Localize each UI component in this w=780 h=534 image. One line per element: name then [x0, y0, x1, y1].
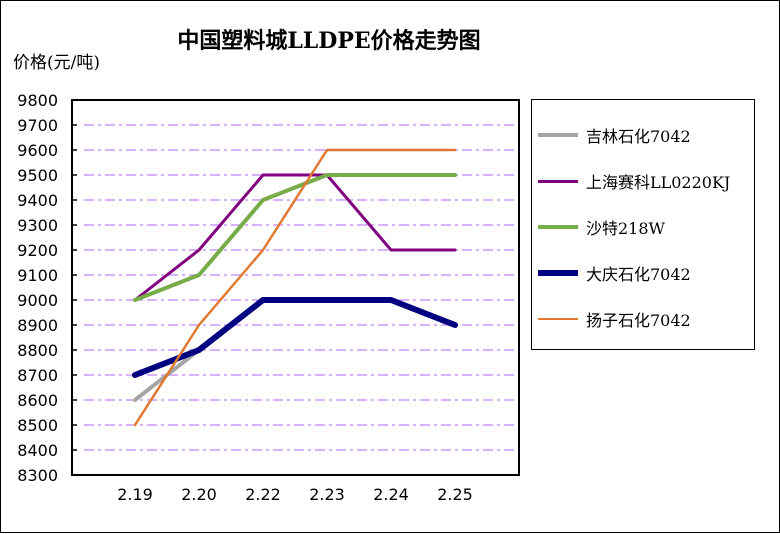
legend-swatch [538, 133, 578, 137]
y-tick-label: 9400 [17, 191, 58, 210]
legend-swatch [538, 180, 578, 183]
legend-swatch [538, 318, 578, 320]
legend: 吉林石化7042 上海赛科LL0220KJ 沙特218W 大庆石化7042 扬子石化70… [531, 99, 755, 350]
y-tick-label: 8700 [17, 366, 58, 385]
series-line-2 [135, 175, 455, 300]
y-tick-label: 9800 [17, 91, 58, 110]
y-tick-label: 8900 [17, 316, 58, 335]
x-tick-label: 2.23 [309, 485, 345, 504]
legend-item: 上海赛科LL0220KJ [538, 169, 730, 193]
legend-item: 沙特218W [538, 215, 665, 239]
legend-label: 大庆石化7042 [586, 261, 691, 285]
legend-label: 沙特218W [586, 215, 665, 239]
legend-item: 扬子石化7042 [538, 307, 691, 331]
legend-swatch [538, 225, 578, 229]
x-tick-label: 2.22 [245, 485, 281, 504]
legend-swatch [538, 270, 578, 276]
x-tick-label: 2.25 [437, 485, 473, 504]
legend-item: 大庆石化7042 [538, 261, 691, 285]
series-line-4 [135, 150, 455, 425]
legend-label: 吉林石化7042 [586, 123, 691, 147]
y-tick-label: 9300 [17, 216, 58, 235]
y-tick-label: 8800 [17, 341, 58, 360]
y-tick-label: 8600 [17, 391, 58, 410]
y-tick-label: 9200 [17, 241, 58, 260]
y-tick-label: 9000 [17, 291, 58, 310]
y-tick-label: 9600 [17, 141, 58, 160]
legend-label: 上海赛科LL0220KJ [586, 169, 730, 193]
y-tick-label: 8400 [17, 441, 58, 460]
legend-item: 吉林石化7042 [538, 123, 691, 147]
x-tick-label: 2.20 [181, 485, 217, 504]
x-tick-label: 2.19 [117, 485, 153, 504]
legend-label: 扬子石化7042 [586, 307, 691, 331]
x-tick-label: 2.24 [373, 485, 409, 504]
y-tick-label: 8500 [17, 416, 58, 435]
y-tick-label: 9500 [17, 166, 58, 185]
y-tick-label: 9700 [17, 116, 58, 135]
y-tick-label: 8300 [17, 466, 58, 485]
y-tick-label: 9100 [17, 266, 58, 285]
